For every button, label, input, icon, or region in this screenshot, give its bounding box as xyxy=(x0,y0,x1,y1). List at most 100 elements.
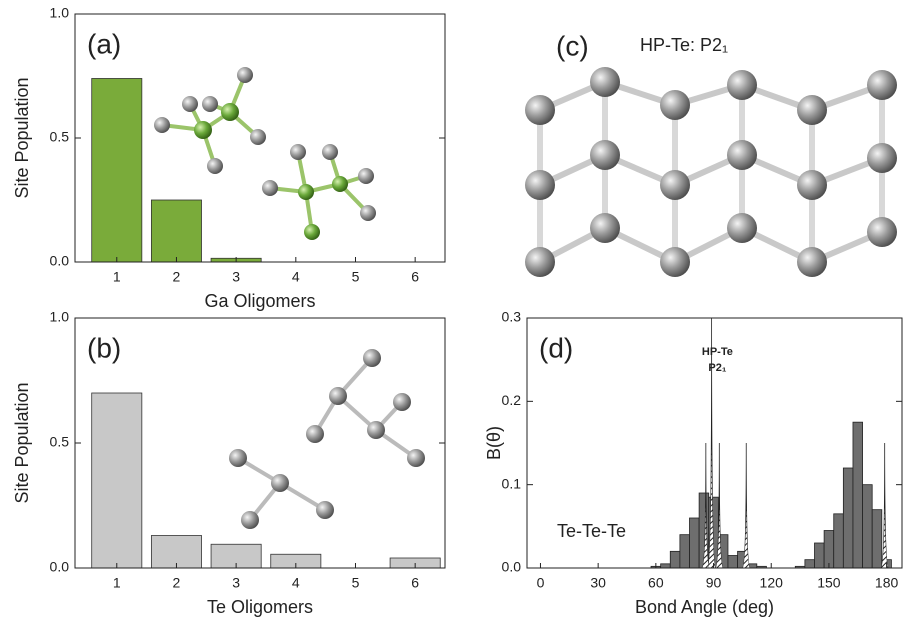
x-tick-label: 5 xyxy=(352,575,360,591)
x-tick-label: 1 xyxy=(113,269,121,285)
x-axis-label: Ga Oligomers xyxy=(204,291,315,311)
histogram-bar xyxy=(871,509,883,569)
plot: 0.0 0.5 1.0 Site Population Ga Oligomers (a) 1… xyxy=(12,5,446,311)
peak-label: P2₁ xyxy=(708,362,726,374)
atom xyxy=(182,96,198,112)
atom xyxy=(194,121,212,139)
panel-label: (d) xyxy=(539,332,573,363)
atom xyxy=(221,103,239,121)
atom xyxy=(867,217,897,247)
atom xyxy=(867,70,897,100)
x-tick-label: 4 xyxy=(292,269,300,285)
x-tick-label: 60 xyxy=(648,575,664,591)
x-axis-label: Bond Angle (deg) xyxy=(635,597,774,617)
x-tick-label: 5 xyxy=(352,269,360,285)
atom xyxy=(867,143,897,173)
atom xyxy=(590,140,620,170)
x-tick-label: 120 xyxy=(760,575,784,591)
atom xyxy=(590,213,620,243)
x-tick-label: 2 xyxy=(173,269,181,285)
y-tick-label: 1.0 xyxy=(50,5,70,21)
plot: 0.0 0.5 1.0 Site Population Te Oligomers (b) 1… xyxy=(12,309,446,617)
atom xyxy=(525,247,555,277)
atom xyxy=(525,170,555,200)
atom xyxy=(298,184,314,200)
x-tick-label: 4 xyxy=(292,575,300,591)
bar xyxy=(91,78,143,263)
histogram-bar xyxy=(727,555,738,569)
atom xyxy=(407,449,425,467)
plot-frame xyxy=(74,317,446,569)
atom xyxy=(660,90,690,120)
atom xyxy=(271,474,289,492)
peak-label: HP-Te xyxy=(702,346,733,358)
panel-label: (a) xyxy=(87,28,121,59)
atom xyxy=(304,224,320,240)
y-tick-label: 0.0 xyxy=(502,559,522,575)
atom xyxy=(797,170,827,200)
atom xyxy=(363,349,381,367)
histogram-bar xyxy=(833,513,844,569)
atom xyxy=(207,158,223,174)
atom xyxy=(306,425,324,443)
x-tick-label: 3 xyxy=(232,269,240,285)
y-axis-label: Site Population xyxy=(12,77,32,198)
annotation: Te-Te-Te xyxy=(557,521,626,541)
y-tick-label: 0.5 xyxy=(50,129,70,145)
bar xyxy=(150,199,202,263)
histogram-bar xyxy=(814,542,825,569)
histogram-bar xyxy=(823,530,835,569)
atom xyxy=(590,67,620,97)
y-tick-label: 0.3 xyxy=(502,309,522,325)
y-tick-label: 0.5 xyxy=(50,434,70,450)
histogram-bar xyxy=(804,559,815,569)
atom xyxy=(290,144,306,160)
x-tick-label: 6 xyxy=(411,575,419,591)
atom xyxy=(241,511,259,529)
atom xyxy=(329,387,347,405)
histogram-bar xyxy=(669,550,681,569)
atom xyxy=(154,117,170,133)
atom xyxy=(322,144,338,160)
atom xyxy=(660,170,690,200)
atom xyxy=(202,96,218,112)
reference-peak xyxy=(714,442,724,569)
y-tick-label: 1.0 xyxy=(50,309,70,325)
atom xyxy=(250,129,266,145)
bar xyxy=(91,392,143,569)
y-tick-label: 0.1 xyxy=(502,475,522,491)
histogram-bar xyxy=(660,563,671,569)
atom xyxy=(393,393,411,411)
histogram-bar xyxy=(852,421,863,569)
histogram-bar xyxy=(679,534,690,569)
atom xyxy=(229,449,247,467)
plot-frame xyxy=(526,317,903,569)
reference-peak xyxy=(880,442,890,569)
atom xyxy=(525,95,555,125)
y-axis-label: Site Population xyxy=(12,382,32,503)
x-axis-label: Te Oligomers xyxy=(207,597,313,617)
y-tick-label: 0.0 xyxy=(50,559,70,575)
atom xyxy=(316,501,334,519)
atom xyxy=(797,95,827,125)
atom xyxy=(367,421,385,439)
x-tick-label: 180 xyxy=(875,575,899,591)
histogram-bar xyxy=(689,517,700,569)
x-tick-label: 6 xyxy=(411,269,419,285)
reference-peak xyxy=(701,442,711,569)
histogram-bar xyxy=(862,484,873,569)
atom xyxy=(358,168,374,184)
atom xyxy=(262,180,278,196)
reference-peak xyxy=(741,442,751,569)
decoration xyxy=(154,67,897,529)
panel-label: (b) xyxy=(87,332,121,363)
atom xyxy=(727,70,757,100)
atom xyxy=(237,67,253,83)
panel-title: HP-Te: P2₁ xyxy=(640,35,728,55)
atom xyxy=(727,213,757,243)
histogram-bar xyxy=(842,467,854,569)
x-tick-label: 2 xyxy=(173,575,181,591)
plot: 0.0 0.1 0.2 0.3 B(θ) Bond Angle (deg) (d) 0 30 60… xyxy=(484,309,903,617)
